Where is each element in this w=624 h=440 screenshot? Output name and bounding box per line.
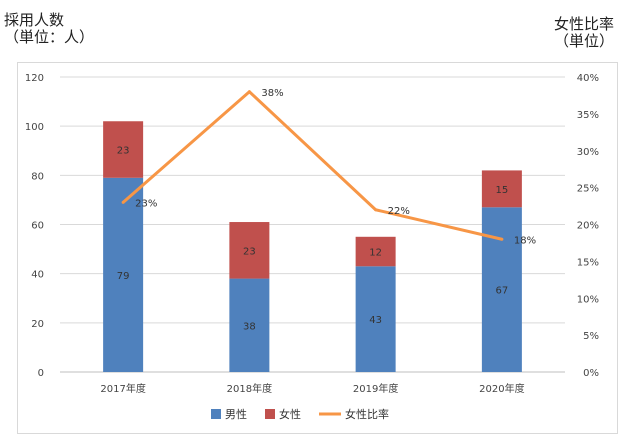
left-axis-title-line1: 採用人数 bbox=[4, 11, 65, 29]
bar-data-label: 23 bbox=[243, 246, 256, 257]
y-tick-label: 20 bbox=[31, 319, 44, 330]
ratio-point bbox=[374, 208, 378, 212]
ratio-data-label: 22% bbox=[388, 206, 410, 217]
y2-tick-label: 10% bbox=[577, 294, 599, 305]
y2-tick-label: 40% bbox=[577, 73, 599, 84]
ratio-line bbox=[122, 90, 503, 241]
left-axis-title: 採用人数 （単位：人） bbox=[4, 12, 94, 46]
x-tick-label: 2018年度 bbox=[227, 382, 272, 395]
bar-data-label: 15 bbox=[496, 185, 509, 196]
ratio-data-label: 18% bbox=[514, 235, 536, 246]
bar-female bbox=[229, 222, 270, 279]
y2-tick-label: 5% bbox=[583, 331, 599, 342]
ratio-data-label: 23% bbox=[135, 198, 157, 209]
y-tick-label: 0 bbox=[38, 368, 44, 379]
bar-male bbox=[355, 266, 396, 372]
y2-tick-label: 20% bbox=[577, 221, 599, 232]
y2-tick-label: 0% bbox=[583, 368, 599, 379]
y-tick-label: 80 bbox=[31, 171, 44, 182]
right-axis-title: 女性比率 （単位） bbox=[554, 16, 614, 50]
bar-female bbox=[481, 170, 522, 208]
bar-female bbox=[103, 121, 144, 178]
bar-data-label: 12 bbox=[369, 248, 382, 259]
y2-tick-label: 25% bbox=[577, 184, 599, 195]
bar-data-label: 23 bbox=[117, 146, 130, 157]
legend-label: 男性 bbox=[225, 407, 247, 421]
bar-data-label: 38 bbox=[243, 321, 256, 332]
x-tick-label: 2017年度 bbox=[100, 382, 145, 395]
bar-data-label: 67 bbox=[496, 286, 509, 297]
y-tick-label: 120 bbox=[25, 73, 44, 84]
x-tick-label: 2020年度 bbox=[479, 382, 524, 395]
legend-label: 女性比率 bbox=[345, 407, 389, 421]
bar-male bbox=[229, 278, 270, 372]
ratio-data-label: 38% bbox=[261, 88, 283, 99]
y2-tick-label: 35% bbox=[577, 110, 599, 121]
right-axis-title-line1: 女性比率 bbox=[553, 15, 614, 33]
left-axis-title-line2: （単位：人） bbox=[4, 28, 95, 46]
ratio-point bbox=[500, 237, 504, 241]
bar-female bbox=[355, 236, 396, 267]
chart-frame bbox=[17, 62, 618, 434]
legend-swatch bbox=[265, 409, 275, 419]
x-tick-label: 2019年度 bbox=[353, 382, 398, 395]
right-axis-title-line2: （単位） bbox=[553, 32, 614, 50]
y-tick-label: 60 bbox=[31, 221, 44, 232]
ratio-point bbox=[247, 90, 251, 94]
legend-swatch bbox=[211, 409, 221, 419]
y-tick-label: 100 bbox=[25, 122, 44, 133]
y-tick-label: 40 bbox=[31, 270, 44, 281]
ratio-point bbox=[121, 200, 125, 204]
bar-data-label: 43 bbox=[369, 315, 382, 326]
bar-data-label: 79 bbox=[117, 271, 130, 282]
y2-tick-label: 15% bbox=[577, 257, 599, 268]
legend-label: 女性 bbox=[279, 407, 301, 421]
bar-male bbox=[103, 177, 144, 372]
y2-tick-label: 30% bbox=[577, 147, 599, 158]
